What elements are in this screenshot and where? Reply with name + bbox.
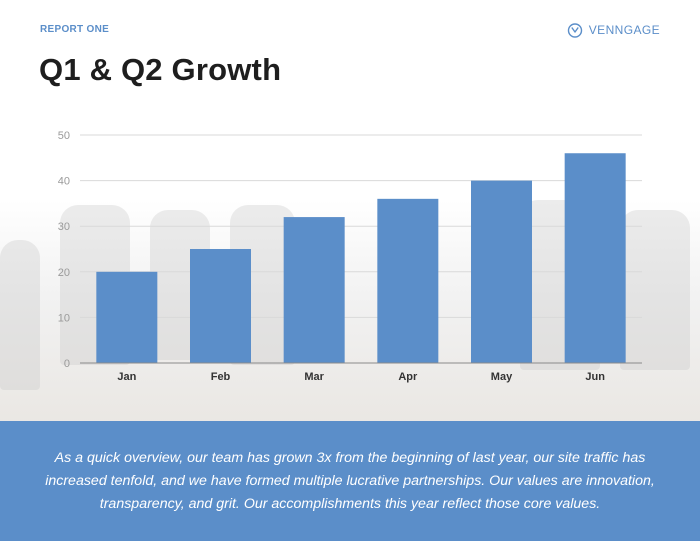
background-chair xyxy=(0,240,40,390)
report-label: REPORT ONE xyxy=(40,24,110,35)
y-tick-label: 0 xyxy=(64,358,70,370)
brand-logo[interactable]: VENNGAGE xyxy=(567,22,660,38)
venngage-logo-icon xyxy=(567,22,583,38)
grid-lines xyxy=(80,134,642,318)
y-tick-label: 20 xyxy=(58,267,70,279)
x-tick-label: Mar xyxy=(304,371,324,383)
x-tick-label: Jun xyxy=(585,371,605,383)
y-tick-label: 40 xyxy=(58,176,70,188)
summary-banner: As a quick overview, our team has grown … xyxy=(0,421,700,541)
y-tick-label: 30 xyxy=(58,221,70,233)
x-tick-label: May xyxy=(491,371,513,383)
x-tick-label: Apr xyxy=(398,371,418,383)
bar-chart: 0 10 20 30 40 50 Jan Feb Mar Apr May Jun xyxy=(58,130,642,383)
bar-apr xyxy=(377,198,439,363)
bar-jan xyxy=(96,271,158,363)
bar-mar xyxy=(283,217,345,363)
y-tick-label: 50 xyxy=(58,130,70,142)
bar-feb xyxy=(190,249,251,363)
bar-may xyxy=(471,180,532,363)
brand-name: VENNGAGE xyxy=(588,23,660,37)
summary-text: As a quick overview, our team has grown … xyxy=(45,449,655,512)
bar-jun xyxy=(564,153,626,363)
x-tick-label: Feb xyxy=(211,371,231,383)
x-axis-ticks: Jan Feb Mar Apr May Jun xyxy=(117,371,605,383)
bars xyxy=(96,153,626,363)
x-tick-label: Jan xyxy=(117,371,136,383)
y-tick-label: 10 xyxy=(58,312,70,324)
background-chair xyxy=(620,210,690,370)
y-axis-ticks: 0 10 20 30 40 50 xyxy=(58,130,70,370)
page-title: Q1 & Q2 Growth xyxy=(39,52,282,87)
